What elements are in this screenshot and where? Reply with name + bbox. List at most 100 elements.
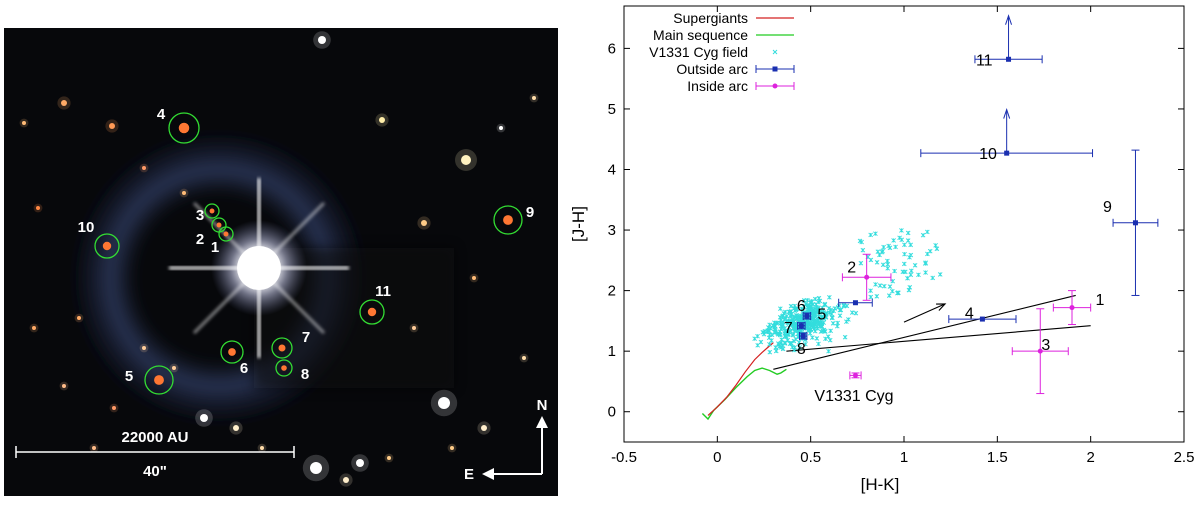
- field-star-point: [885, 262, 891, 267]
- field-star-point: [799, 306, 804, 312]
- field-star-point: [895, 290, 900, 296]
- field-star-point: [858, 260, 864, 266]
- field-star-point: [900, 269, 906, 275]
- compass-east-label: E: [464, 466, 474, 483]
- field-star-point: [772, 326, 778, 332]
- east-arrow-icon: [482, 468, 494, 480]
- field-star-point: [813, 302, 819, 307]
- source-star-3: [209, 208, 215, 214]
- reddening-arrow-icon: [936, 303, 947, 311]
- field-star-point: [835, 320, 840, 326]
- field-star-point: [815, 324, 820, 329]
- field-star-point: [791, 319, 797, 324]
- legend-swatch: [755, 65, 795, 73]
- scale-bar-au-label: 22000 AU: [122, 429, 189, 446]
- compass: N E: [464, 397, 548, 483]
- field-star-point: [868, 288, 873, 294]
- sky-image: 12 3 4 5 6 7 8 9 10 11 22000 AU 40" N E: [4, 28, 558, 496]
- outside-arc-point-10: [920, 107, 1094, 158]
- field-star-point: [803, 341, 808, 347]
- point-label-2: 2: [847, 259, 856, 276]
- field-star-point: [778, 321, 783, 326]
- field-star-point: [893, 244, 898, 250]
- legend-label: Main sequence: [653, 27, 748, 43]
- outside-arc-point-4: [948, 315, 1017, 324]
- source-circle-8: [275, 359, 293, 377]
- field-star-point: [887, 245, 893, 251]
- field-star-point: [877, 283, 883, 288]
- source-star-1: [223, 231, 229, 237]
- field-star-point: [837, 307, 843, 313]
- plot-frame: [623, 5, 1185, 443]
- field-star-point: [767, 322, 772, 328]
- source-circle-2: [211, 217, 227, 233]
- source-circle-10: [94, 233, 120, 259]
- field-star-point: [767, 341, 772, 347]
- y-tick-label: 5: [608, 101, 616, 118]
- field-star-point: [810, 335, 815, 340]
- field-star-point: [755, 342, 761, 348]
- field-star-point: [828, 328, 833, 334]
- field-star-point: [783, 309, 788, 315]
- y-tick-label: 1: [608, 343, 616, 360]
- source-label-3: 3: [196, 207, 204, 224]
- x-tick-label: 2: [1086, 449, 1094, 466]
- x-tick-label: 2.5: [1174, 449, 1195, 466]
- field-star-point: [920, 232, 926, 238]
- source-7: 7: [271, 329, 310, 359]
- source-star-11: [367, 307, 377, 317]
- point-label-3: 3: [1041, 337, 1050, 354]
- supergiants-curve: [707, 342, 774, 416]
- field-star-point: [773, 345, 778, 350]
- source-label-8: 8: [301, 366, 309, 383]
- field-star-point: [868, 232, 873, 238]
- field-star-point: [902, 251, 907, 257]
- field-star-point: [887, 284, 893, 289]
- legend-swatch: [755, 82, 795, 90]
- field-star-point: [891, 238, 896, 243]
- source-star-8: [281, 365, 287, 371]
- source-label-5: 5: [125, 368, 133, 385]
- field-star-point: [752, 336, 757, 342]
- field-star-point: [826, 348, 831, 354]
- field-star-point: [820, 314, 826, 320]
- v1331-cyg-point: [849, 371, 862, 380]
- source-5: 5: [125, 365, 174, 395]
- point-label-11: 11: [976, 52, 993, 69]
- compass-north-label: N: [537, 397, 548, 414]
- field-star-point: [831, 308, 836, 314]
- field-star-point: [814, 336, 820, 341]
- field-star-point: [908, 272, 914, 278]
- field-star-point: [783, 334, 788, 340]
- x-tick-label: 1.5: [987, 449, 1008, 466]
- field-star-point: [873, 282, 878, 287]
- field-star-point: [788, 303, 794, 309]
- point-label-10: 10: [979, 146, 997, 163]
- field-star-point: [908, 242, 913, 248]
- field-star-point: [830, 315, 835, 321]
- source-3: 3: [196, 203, 220, 224]
- source-circle-5: [144, 365, 174, 395]
- field-star-point: [899, 228, 904, 233]
- north-arrow-icon: [536, 416, 548, 428]
- field-star-point: [905, 230, 911, 236]
- field-star-point: [791, 323, 797, 328]
- source-6: 6: [220, 340, 248, 377]
- source-circle-11: [359, 299, 385, 325]
- legend-label: Supergiants: [673, 10, 748, 26]
- outside-arc-point-6: [802, 312, 812, 321]
- legend-swatch: [772, 49, 778, 55]
- field-star-point: [860, 247, 866, 253]
- field-star-point: [787, 318, 793, 324]
- field-star-point: [819, 309, 825, 315]
- y-axis-label: [J-H]: [569, 206, 588, 242]
- reddening-line-1: [773, 294, 1076, 370]
- source-label-4: 4: [157, 106, 166, 123]
- legend-item-main_sequence: Main sequence: [653, 27, 794, 43]
- source-8: 8: [275, 359, 309, 383]
- outside-arc-point-11: [974, 14, 1043, 64]
- source-label-1: 1: [211, 239, 219, 256]
- source-circle-6: [220, 340, 244, 364]
- field-star-point: [846, 317, 851, 322]
